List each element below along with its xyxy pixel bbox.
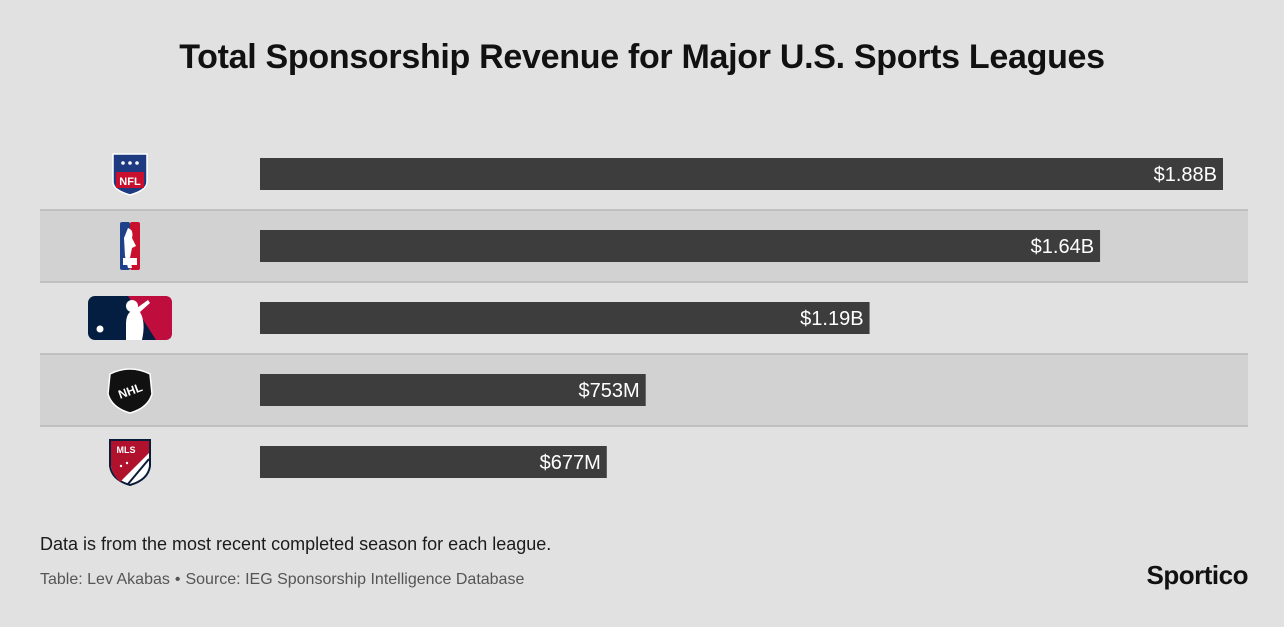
nba-logo-icon (120, 222, 140, 270)
svg-text:NFL: NFL (119, 176, 141, 188)
data-label-mls: $677M (540, 452, 601, 474)
nfl-logo-icon: NFL (112, 153, 148, 196)
bar-nhl (260, 374, 646, 406)
footnote: Data is from the most recent completed s… (40, 534, 552, 554)
data-label-nfl: $1.88B (1154, 164, 1217, 186)
bar-mls (260, 446, 607, 478)
chart-title: Total Sponsorship Revenue for Major U.S.… (179, 38, 1105, 76)
sportico-logo: Sportico (1146, 560, 1249, 590)
mls-logo-icon: MLS (109, 439, 151, 487)
bars (260, 158, 1223, 478)
nhl-logo-icon: NHL (107, 368, 153, 414)
mlb-logo-icon (88, 296, 172, 340)
bar-mlb (260, 302, 870, 334)
data-label-nhl: $753M (579, 380, 640, 402)
row-band (40, 426, 1248, 498)
data-label-nba: $1.64B (1031, 236, 1094, 258)
bar-nba (260, 230, 1101, 262)
credit-table: Table: Lev Akabas (40, 571, 170, 588)
data-labels: $1.88B $1.64B $1.19B $753M $677M (540, 164, 1217, 474)
bar-nfl (260, 158, 1223, 190)
credit-line: Table: Lev Akabas • Source: IEG Sponsorshi… (40, 571, 524, 589)
svg-text:MLS: MLS (117, 445, 136, 455)
league-icons: NFL NHL MLS (88, 153, 172, 487)
data-label-mlb: $1.19B (800, 308, 863, 330)
credit-separator: • (174, 571, 181, 588)
credit-source: Source: IEG Sponsorship Intelligence Dat… (185, 571, 525, 588)
